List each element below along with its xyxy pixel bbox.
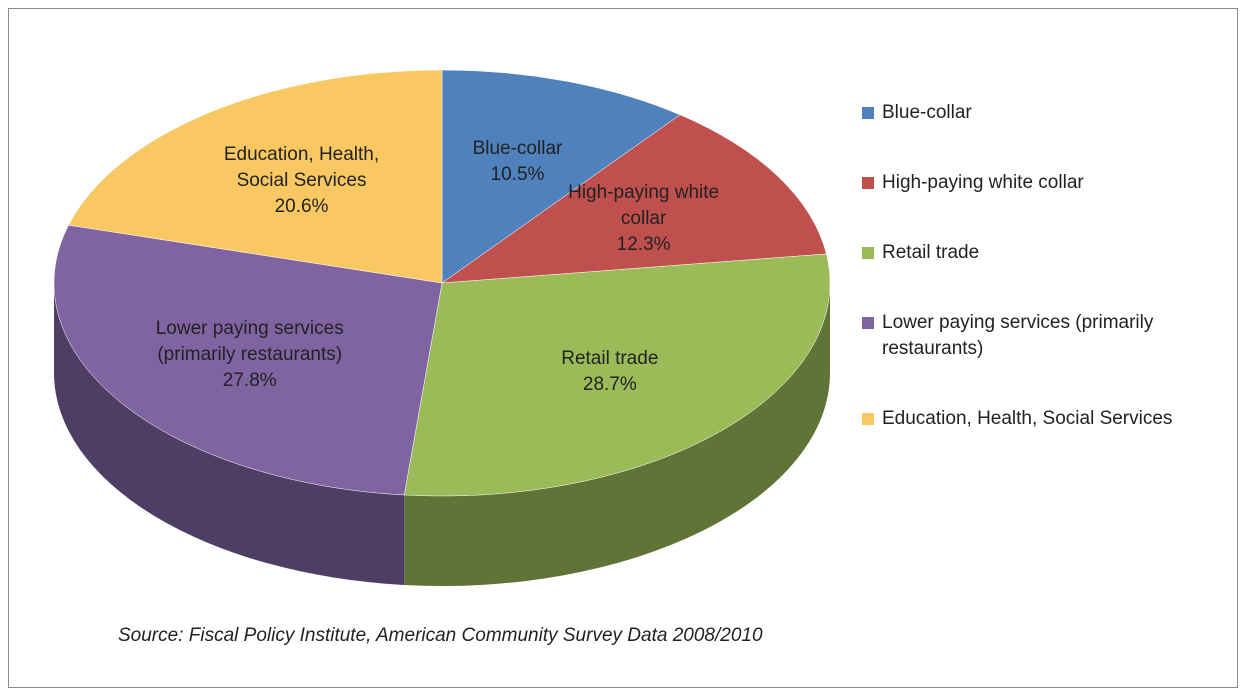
legend-item: Lower paying services (primarily restaur… <box>862 310 1242 362</box>
legend-item: Retail trade <box>862 240 1242 266</box>
legend-label: Blue-collar <box>882 102 972 123</box>
slice-value: 20.6% <box>274 196 329 218</box>
legend-item: Blue-collar <box>862 100 1242 126</box>
slice-value: 12.3% <box>616 234 671 256</box>
slice-category: Blue-collar <box>472 138 563 160</box>
slice-label: Education, Health, Social Services 20.6% <box>207 142 397 220</box>
legend: Blue-collar High-paying white collar Retai… <box>862 100 1242 432</box>
slice-label: Retail trade 28.7% <box>515 346 705 398</box>
slice-category: Lower paying services (primarily restaur… <box>155 318 344 366</box>
slice-value: 28.7% <box>582 373 637 395</box>
legend-label: Education, Health, Social Services <box>882 408 1173 429</box>
legend-swatch <box>862 107 874 119</box>
legend-label: High-paying white collar <box>882 172 1084 193</box>
pie-slice <box>403 253 831 497</box>
legend-label: Retail trade <box>882 242 980 263</box>
pie-slice <box>441 114 827 284</box>
legend-label: Lower paying services (primarily restaur… <box>882 312 1154 359</box>
slice-value: 27.8% <box>222 370 277 392</box>
pie-slice <box>68 69 443 284</box>
legend-swatch <box>862 247 874 259</box>
chart-border <box>8 8 1238 688</box>
legend-item: High-paying white collar <box>862 170 1242 196</box>
pie-side <box>404 283 830 586</box>
slice-value: 10.5% <box>490 164 545 186</box>
source-note: Source: Fiscal Policy Institute, America… <box>118 625 763 646</box>
slice-category: Retail trade <box>561 347 659 369</box>
legend-swatch <box>862 413 874 425</box>
slice-category: High-paying white collar <box>568 182 720 230</box>
legend-item: Education, Health, Social Services <box>862 406 1242 432</box>
legend-swatch <box>862 317 874 329</box>
pie-slice <box>441 69 681 284</box>
legend-swatch <box>862 177 874 189</box>
slice-label: Lower paying services (primarily restaur… <box>155 316 345 394</box>
slice-label: High-paying white collar 12.3% <box>549 180 739 258</box>
pie-slice <box>53 224 443 496</box>
slice-label: Blue-collar 10.5% <box>422 136 612 188</box>
slice-category: Education, Health, Social Services <box>223 144 380 192</box>
pie-side <box>54 283 405 585</box>
